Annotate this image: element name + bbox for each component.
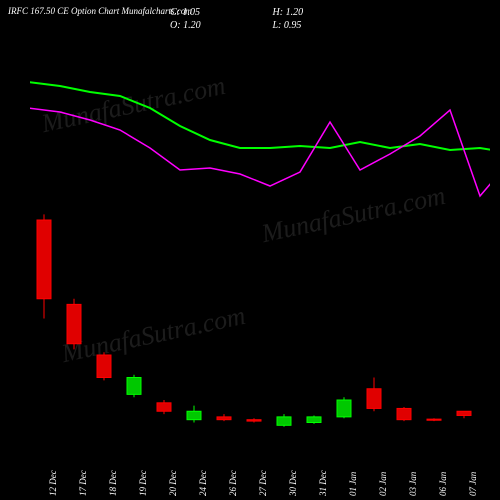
chart-container: { "title": "IRFC 167.50 CE Option Chart … [0,0,500,500]
candle-body [157,403,171,411]
candle-body [217,417,231,420]
indicator-line-green [30,82,490,150]
chart-title: IRFC 167.50 CE Option Chart Munafalchart… [8,6,192,16]
ohlc-c-value: 1.05 [183,6,201,19]
candle-body [457,411,471,415]
ohlc-o-label: O: [170,19,181,32]
candle-body [97,355,111,378]
candle-body [247,420,261,421]
candle-body [127,378,141,395]
ohlc-l-value: 0.95 [284,19,302,32]
chart-svg [30,40,490,450]
candle-body [67,304,81,343]
ohlc-c-label: C: [170,6,180,19]
ohlc-h-value: 1.20 [286,6,304,19]
candle-body [367,389,381,409]
candle-body [397,408,411,419]
candle-body [187,411,201,419]
x-axis-labels: 12 Dec17 Dec18 Dec19 Dec20 Dec24 Dec26 D… [30,450,490,500]
candle-body [337,400,351,417]
candle-body [427,419,441,420]
candle-body [307,417,321,423]
ohlc-h-label: H: [273,6,284,19]
candle-body [277,417,291,425]
ohlc-o-value: 1.20 [183,19,201,32]
chart-plot-area [30,40,490,450]
ohlc-readout: C: 1.05 H: 1.20 O: 1.20 L: 0.95 [170,6,353,32]
indicator-line-magenta [30,108,490,196]
ohlc-l-label: L: [273,19,282,32]
candle-body [37,220,51,299]
